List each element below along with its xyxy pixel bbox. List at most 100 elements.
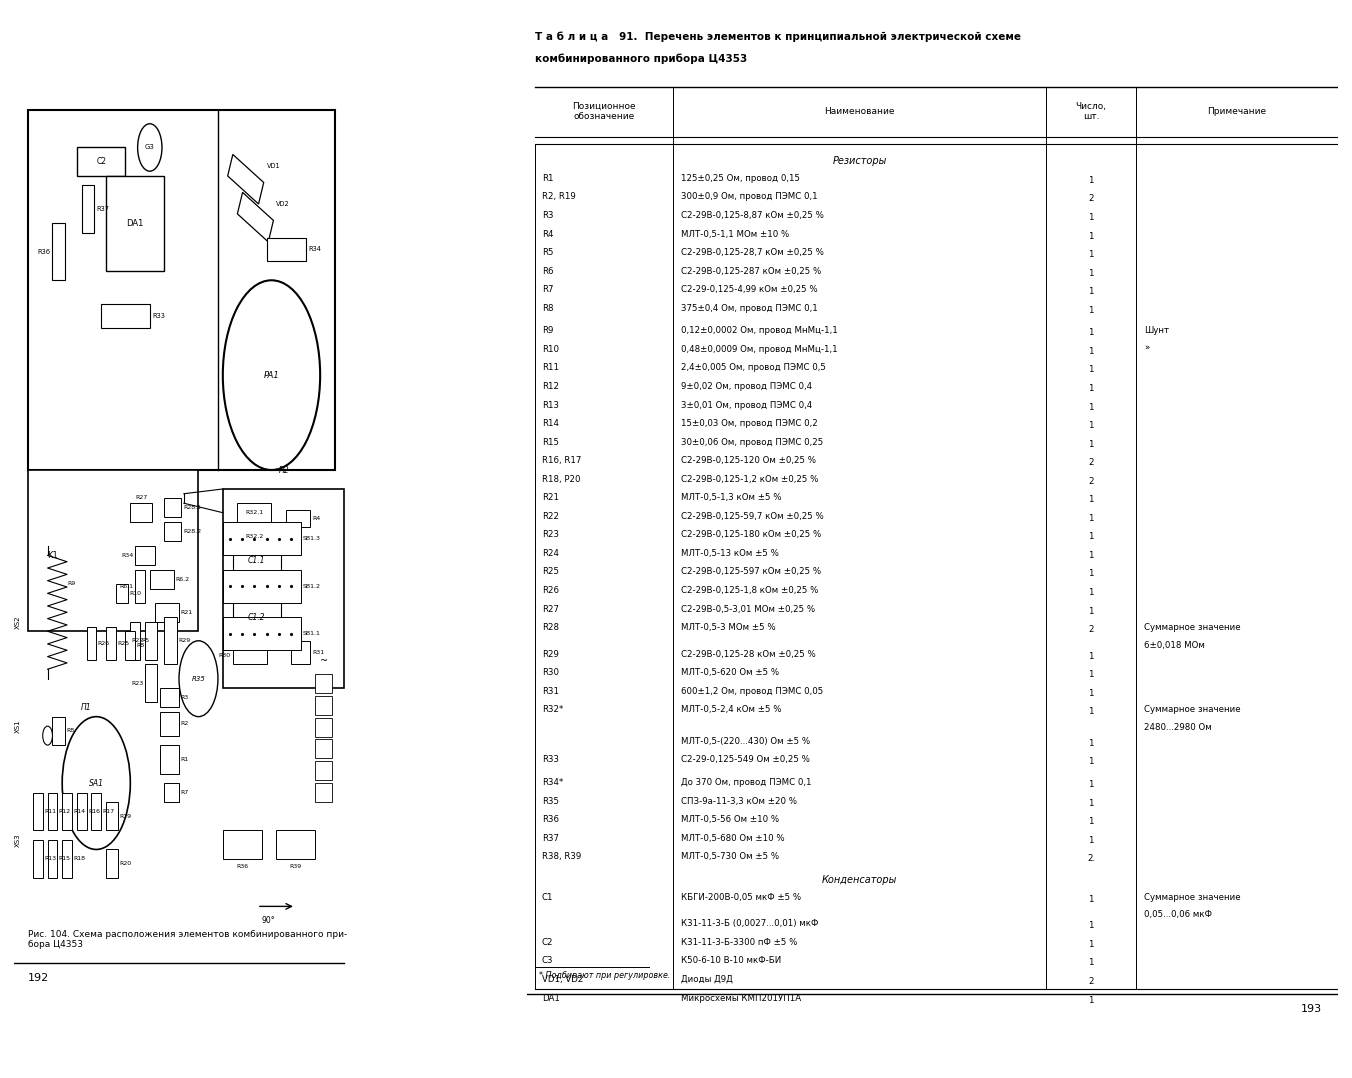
Text: 1: 1 <box>1088 780 1094 789</box>
Text: R15: R15 <box>58 856 70 861</box>
Text: K1: K1 <box>47 551 58 559</box>
Text: R25: R25 <box>118 640 130 646</box>
Text: R8: R8 <box>137 642 145 648</box>
Text: R36: R36 <box>237 863 249 869</box>
Text: 1: 1 <box>1088 551 1094 559</box>
Text: R8: R8 <box>542 304 553 313</box>
Text: С2-29-0,125-549 Ом ±0,25 %: С2-29-0,125-549 Ом ±0,25 % <box>681 756 810 764</box>
Text: R35: R35 <box>542 797 558 805</box>
Text: R19: R19 <box>119 814 131 819</box>
Text: R34*: R34* <box>542 778 564 787</box>
Text: 1: 1 <box>1088 402 1094 412</box>
Text: 1: 1 <box>1088 835 1094 845</box>
Text: 3±0,01 Ом, провод ПЭМС 0,4: 3±0,01 Ом, провод ПЭМС 0,4 <box>681 401 813 410</box>
Text: 1: 1 <box>1088 232 1094 240</box>
Text: R10: R10 <box>130 591 142 596</box>
Text: 1: 1 <box>1088 895 1094 903</box>
Text: R14: R14 <box>542 419 558 428</box>
Bar <box>145 622 157 660</box>
Text: 0,12±0,0002 Ом, провод МнМц-1,1: 0,12±0,0002 Ом, провод МнМц-1,1 <box>681 327 838 335</box>
Bar <box>126 632 135 660</box>
Text: R5: R5 <box>542 248 553 258</box>
Text: SB1.2: SB1.2 <box>301 583 320 589</box>
Text: 193: 193 <box>1301 1004 1322 1014</box>
Text: C1: C1 <box>542 893 553 902</box>
Text: 0,05...0,06 мкФ: 0,05...0,06 мкФ <box>1144 910 1211 920</box>
Text: R11: R11 <box>45 808 57 814</box>
Text: Конденсаторы: Конденсаторы <box>822 874 898 885</box>
Bar <box>47 792 57 830</box>
Text: R37: R37 <box>96 206 110 212</box>
Bar <box>105 849 118 877</box>
Bar <box>105 176 165 271</box>
Text: R6.1: R6.1 <box>120 583 134 589</box>
Text: DA1: DA1 <box>542 994 560 1003</box>
Text: R3: R3 <box>180 695 189 701</box>
Text: R3: R3 <box>542 211 553 220</box>
Text: МЛТ-0,5-1,1 МОм ±10 %: МЛТ-0,5-1,1 МОм ±10 % <box>681 230 790 238</box>
Text: 1: 1 <box>1088 588 1094 597</box>
Text: Шунт: Шунт <box>1144 327 1169 335</box>
Bar <box>315 761 333 780</box>
Text: 1: 1 <box>1088 250 1094 259</box>
Text: * Подбирают при регулировке.: * Подбирают при регулировке. <box>539 971 671 980</box>
Text: R12: R12 <box>58 808 70 814</box>
Text: R7: R7 <box>542 286 553 294</box>
Bar <box>238 503 272 522</box>
Text: R31: R31 <box>312 650 324 655</box>
Text: КБГИ-200В-0,05 мкФ ±5 %: КБГИ-200В-0,05 мкФ ±5 % <box>681 893 802 902</box>
Text: R1: R1 <box>542 174 553 183</box>
Text: C2: C2 <box>96 157 105 166</box>
Text: R34: R34 <box>308 247 320 252</box>
Text: 1: 1 <box>1088 365 1094 374</box>
Text: 1: 1 <box>1088 689 1094 697</box>
Bar <box>77 792 87 830</box>
Text: 6±0,018 МОм: 6±0,018 МОм <box>1144 640 1205 650</box>
Text: R37: R37 <box>542 833 558 843</box>
Text: 2480...2980 Ом: 2480...2980 Ом <box>1144 723 1211 732</box>
Text: 1: 1 <box>1088 707 1094 716</box>
Text: 1: 1 <box>1088 514 1094 523</box>
Text: 1: 1 <box>1088 306 1094 315</box>
Text: R31: R31 <box>542 687 558 695</box>
Text: R27: R27 <box>542 605 558 613</box>
Text: 2: 2 <box>1088 977 1094 986</box>
Text: 2,4±0,005 Ом, провод ПЭМС 0,5: 2,4±0,005 Ом, провод ПЭМС 0,5 <box>681 363 826 372</box>
Bar <box>315 695 333 715</box>
Bar <box>233 648 266 664</box>
Bar <box>160 745 178 774</box>
Bar <box>47 840 57 877</box>
Text: Наименование: Наименование <box>825 108 895 116</box>
Text: R26: R26 <box>542 586 558 595</box>
Text: 1: 1 <box>1088 758 1094 766</box>
Text: R14: R14 <box>73 808 85 814</box>
Text: С2-29В-0,125-8,87 кОм ±0,25 %: С2-29В-0,125-8,87 кОм ±0,25 % <box>681 211 825 220</box>
Text: R28.1: R28.1 <box>183 506 201 511</box>
Text: 1: 1 <box>1088 995 1094 1005</box>
Polygon shape <box>227 154 264 204</box>
Text: 1: 1 <box>1088 384 1094 393</box>
Bar <box>291 640 311 664</box>
Bar <box>165 617 177 664</box>
Text: 90°: 90° <box>262 916 276 925</box>
Text: 1: 1 <box>1088 940 1094 949</box>
Text: 15±0,03 Ом, провод ПЭМС 0,2: 15±0,03 Ом, провод ПЭМС 0,2 <box>681 419 818 428</box>
Text: R21: R21 <box>542 494 558 502</box>
Bar <box>92 792 101 830</box>
Text: R2, R19: R2, R19 <box>542 193 576 202</box>
Bar <box>150 569 174 589</box>
Text: С2-29В-0,125-597 кОм ±0,25 %: С2-29В-0,125-597 кОм ±0,25 % <box>681 567 822 577</box>
Text: 1: 1 <box>1088 347 1094 356</box>
Text: VD1, VD2: VD1, VD2 <box>542 975 583 984</box>
Text: R17: R17 <box>103 808 115 814</box>
Text: R18: R18 <box>73 856 85 861</box>
Text: R36: R36 <box>37 249 50 254</box>
Bar <box>53 717 65 745</box>
Text: комбинированного прибора Ц4353: комбинированного прибора Ц4353 <box>535 54 748 65</box>
Bar <box>315 740 333 759</box>
Text: R33: R33 <box>153 313 165 319</box>
Text: 1: 1 <box>1088 738 1094 748</box>
Text: R22: R22 <box>131 638 143 644</box>
Text: 1: 1 <box>1088 958 1094 967</box>
Bar <box>315 674 333 693</box>
